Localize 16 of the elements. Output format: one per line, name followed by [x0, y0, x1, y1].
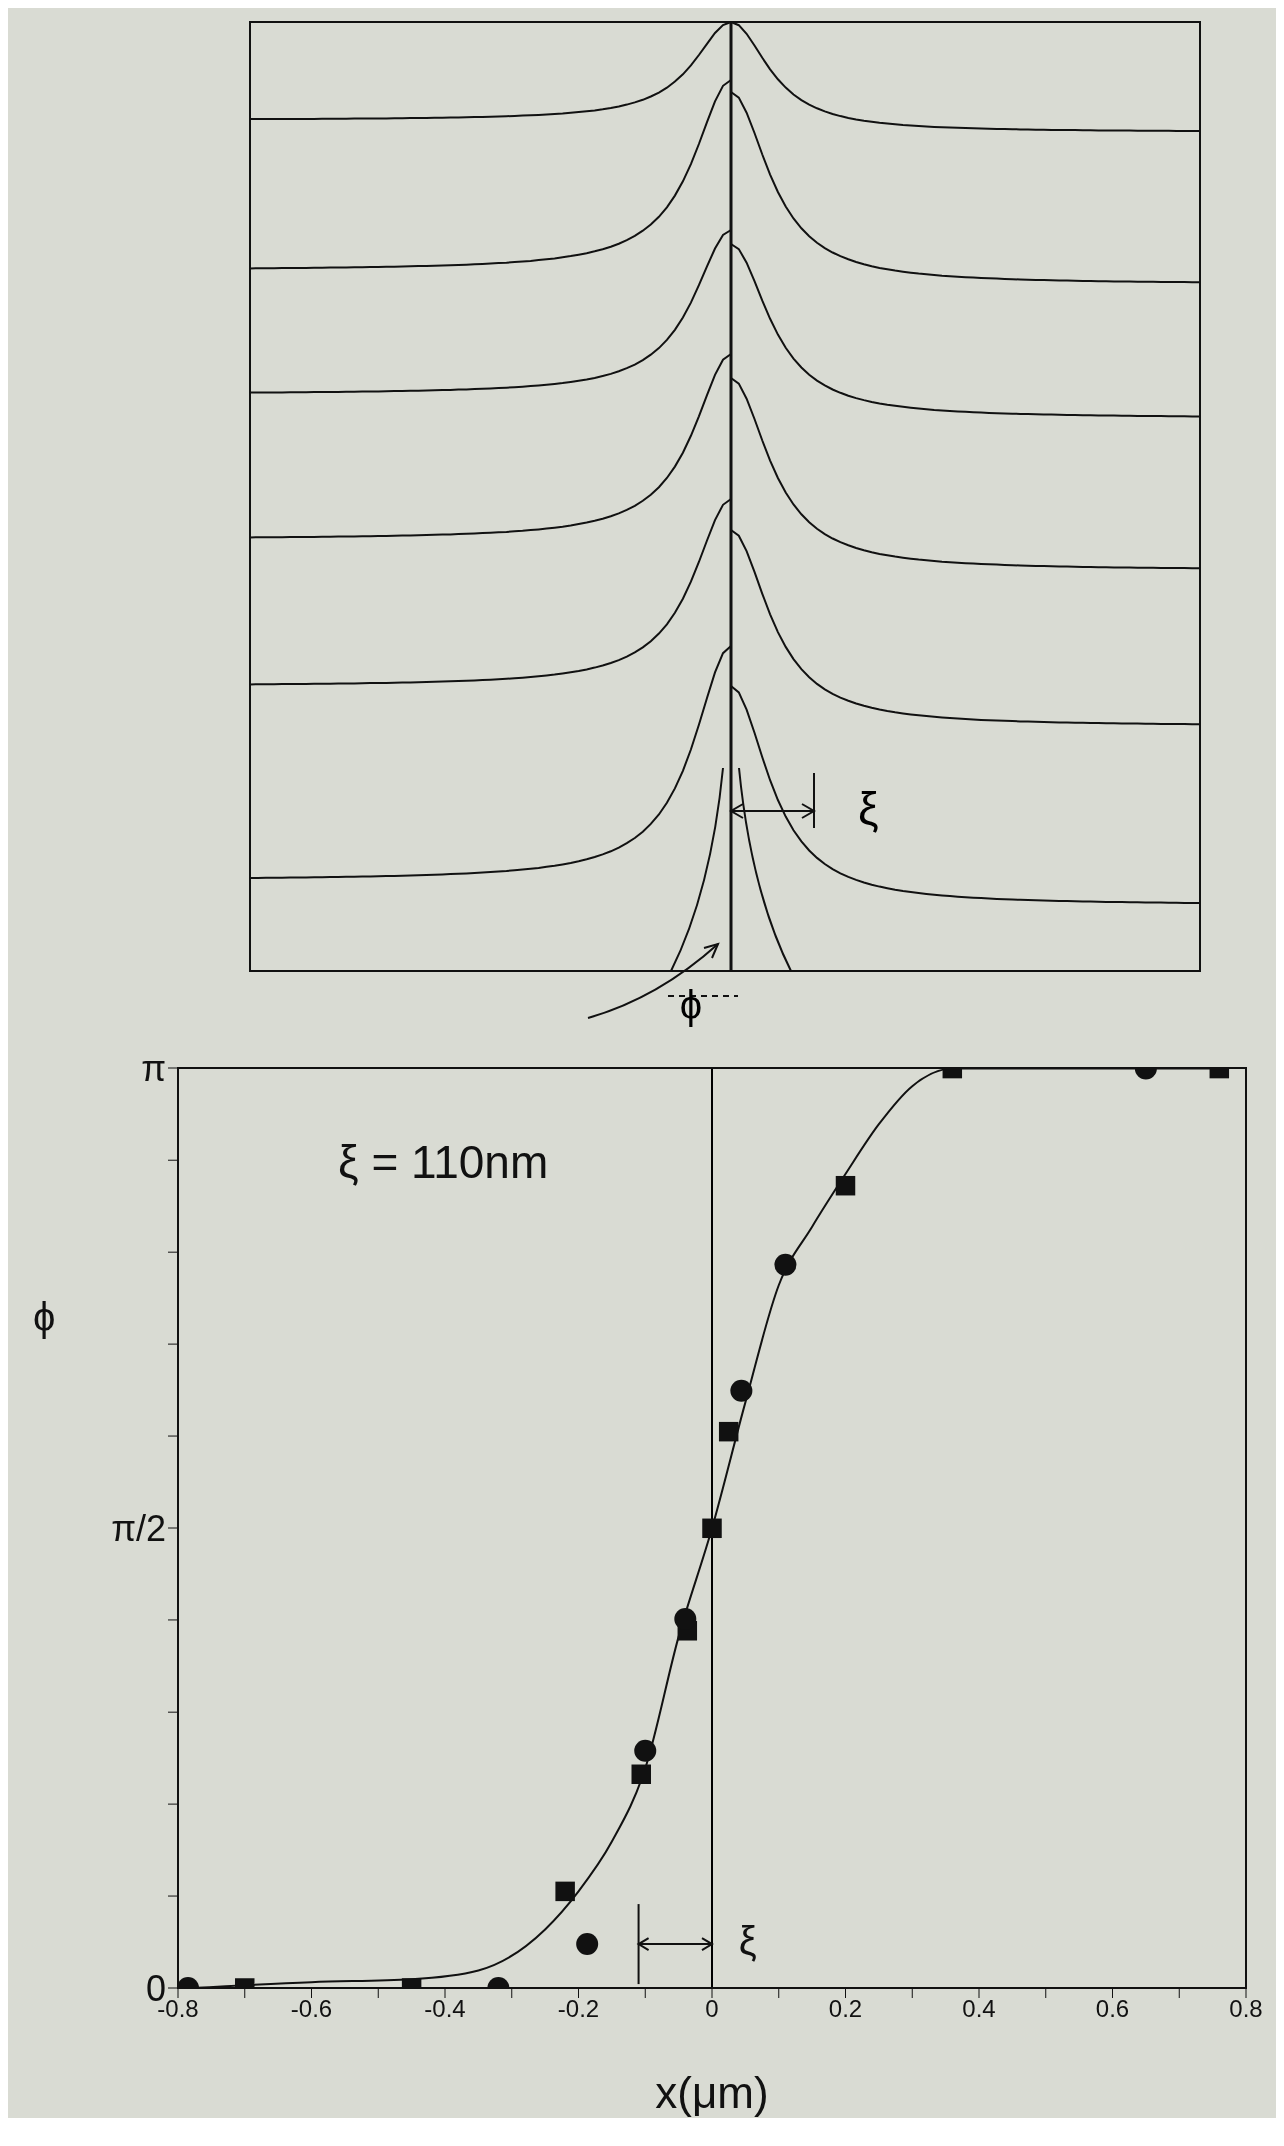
x-tick-label: -0.2 — [557, 1995, 600, 2023]
x-tick-label: 0.2 — [828, 1995, 863, 2023]
y-tick-label: π — [141, 1047, 166, 1089]
annotation: ξ = 110nm — [338, 1136, 549, 1188]
y-axis-title: ϕ — [33, 1295, 56, 1340]
x-tick-label: 0.6 — [1095, 1995, 1130, 2023]
x-tick-label: -0.6 — [290, 1995, 333, 2023]
x-tick-label: -0.4 — [424, 1995, 466, 2023]
annotation: ξ — [738, 1918, 757, 1963]
y-tick-label: π/2 — [111, 1507, 166, 1549]
text: ξ — [858, 783, 879, 836]
x-tick-label: 0.4 — [962, 1995, 996, 2023]
text: ϕ — [679, 982, 703, 1027]
x-tick-label: 0 — [705, 1995, 719, 2023]
x-tick-label: 0.8 — [1229, 1995, 1263, 2023]
x-axis-title: x(μm) — [655, 2068, 769, 2117]
